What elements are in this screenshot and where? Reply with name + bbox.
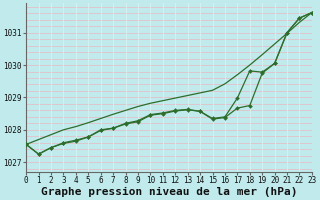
X-axis label: Graphe pression niveau de la mer (hPa): Graphe pression niveau de la mer (hPa)	[41, 186, 297, 197]
